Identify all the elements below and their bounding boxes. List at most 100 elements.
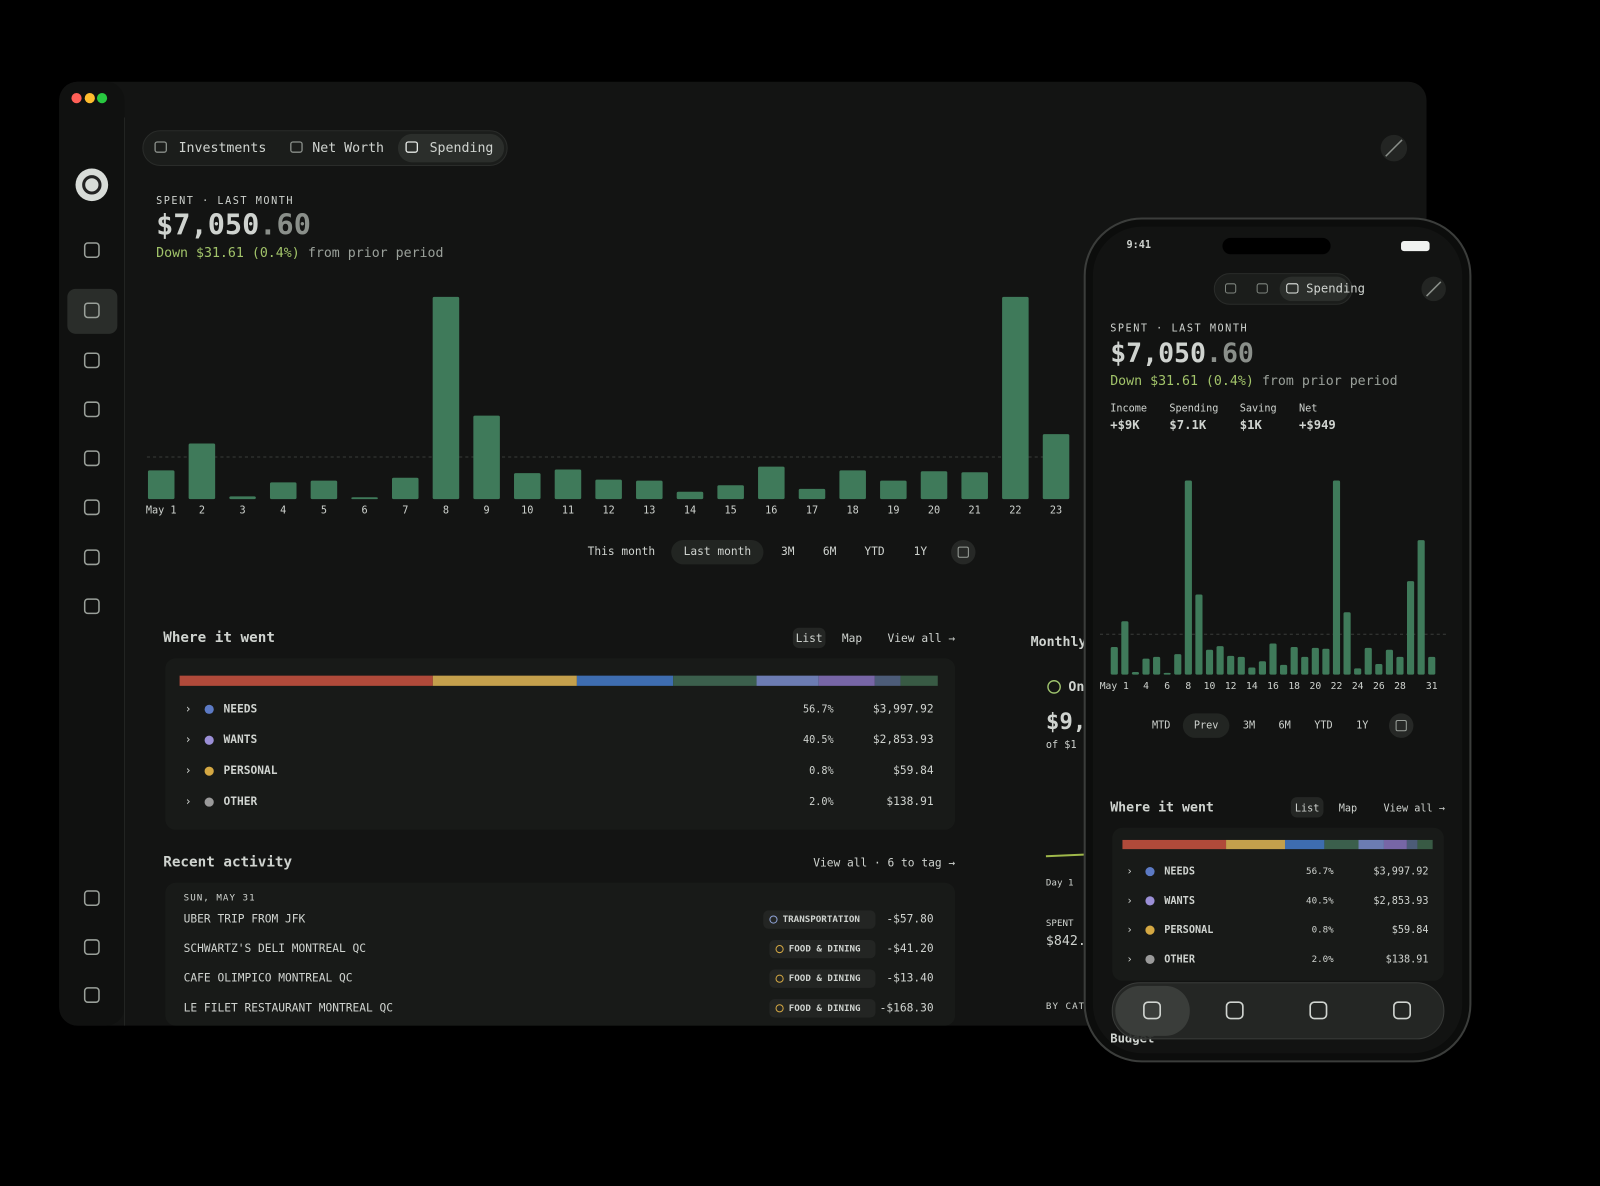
group-name[interactable]: OTHER: [223, 795, 257, 808]
group-dot: [204, 704, 214, 714]
bottom-nav-icon[interactable]: [1393, 1001, 1412, 1020]
view-option[interactable]: Map: [842, 632, 863, 645]
range-option[interactable]: 3M: [781, 545, 795, 558]
tag-pill: [769, 999, 876, 1018]
tab-icon[interactable]: [1225, 283, 1237, 294]
nav-icon[interactable]: [83, 352, 100, 369]
group-name[interactable]: NEEDS: [1164, 867, 1195, 878]
group-name[interactable]: OTHER: [1164, 954, 1196, 965]
bar: [636, 480, 663, 500]
stat-label: Net: [1299, 403, 1317, 414]
bar: [1142, 658, 1150, 675]
window-control[interactable]: [96, 93, 108, 104]
nav-icon[interactable]: [83, 987, 100, 1003]
bottom-nav-icon[interactable]: [1225, 1001, 1244, 1020]
tab[interactable]: Spending: [430, 141, 494, 156]
x-tick-label: 8: [1185, 681, 1191, 692]
card: [165, 658, 956, 830]
range-option[interactable]: YTD: [1314, 721, 1332, 732]
merchant[interactable]: CAFE OLIMPICO MONTREAL QC: [184, 972, 353, 985]
bar: [1216, 646, 1224, 675]
bottom-nav-icon[interactable]: [1143, 1001, 1162, 1020]
bar: [188, 443, 216, 500]
group-name[interactable]: WANTS: [223, 733, 257, 746]
nav-icon[interactable]: [83, 598, 100, 615]
nav-icon[interactable]: [83, 302, 100, 319]
bar: [1131, 671, 1140, 675]
bar: [1248, 667, 1256, 675]
merchant[interactable]: LE FILET RESTAURANT MONTREAL QC: [184, 1001, 393, 1014]
view-option[interactable]: List: [1295, 803, 1320, 814]
battery: [1401, 240, 1430, 252]
transaction-amount: -$13.40: [886, 972, 934, 985]
view-option[interactable]: Map: [1339, 803, 1357, 814]
bar: [1301, 656, 1309, 675]
tab[interactable]: Net Worth: [312, 141, 384, 156]
group-amount: $59.84: [1392, 925, 1429, 936]
group-amount: $3,997.92: [1373, 867, 1428, 878]
section-title: Where it went: [1110, 799, 1214, 815]
nav-icon[interactable]: [83, 549, 100, 566]
tab-icon[interactable]: [1256, 283, 1268, 294]
change-value: Down $31.61 (0.4%): [156, 246, 300, 261]
chevron: ›: [1127, 867, 1133, 878]
bar: [676, 491, 704, 500]
nav-icon[interactable]: [83, 890, 100, 907]
tab[interactable]: Investments: [179, 141, 267, 156]
group-name[interactable]: WANTS: [1164, 896, 1195, 907]
range-option[interactable]: This month: [588, 545, 656, 558]
range-option[interactable]: YTD: [864, 545, 885, 558]
range-option[interactable]: Last month: [684, 545, 752, 558]
window-control[interactable]: [84, 93, 95, 104]
calendar-button[interactable]: [1388, 713, 1414, 738]
group-name[interactable]: PERSONAL: [1164, 925, 1213, 936]
nav-icon[interactable]: [83, 242, 100, 259]
view-option[interactable]: List: [796, 632, 823, 645]
bar: [1343, 612, 1351, 675]
bar: [1174, 654, 1182, 675]
calendar-button[interactable]: [951, 539, 976, 565]
nav-icon[interactable]: [83, 499, 100, 516]
calendar-icon: [957, 546, 969, 558]
range-option[interactable]: MTD: [1152, 721, 1170, 732]
bar: [1364, 647, 1372, 675]
breakdown-segment: [1226, 839, 1285, 850]
tab[interactable]: Spending: [1306, 281, 1365, 295]
group-name[interactable]: NEEDS: [223, 702, 257, 715]
bottom-nav-icon[interactable]: [1309, 1001, 1328, 1020]
view-all[interactable]: View all →: [888, 632, 956, 645]
breakdown-segment: [1383, 839, 1407, 850]
nav-icon[interactable]: [83, 450, 100, 467]
bar: [1110, 647, 1118, 675]
range-option[interactable]: 3M: [1243, 721, 1255, 732]
merchant[interactable]: UBER TRIP FROM JFK: [184, 913, 306, 926]
recent-link[interactable]: View all · 6 to tag →: [813, 856, 955, 869]
nav-icon[interactable]: [83, 401, 100, 418]
nav-icon[interactable]: [83, 939, 100, 955]
x-tick-label: 19: [887, 505, 899, 516]
range-option[interactable]: 6M: [1279, 721, 1291, 732]
view-all[interactable]: View all →: [1384, 803, 1445, 814]
window-control[interactable]: [71, 93, 82, 104]
view-selected: [792, 627, 826, 649]
x-tick-label: 31: [1426, 681, 1438, 692]
merchant[interactable]: SCHWARTZ'S DELI MONTREAL QC: [184, 942, 366, 955]
range-option[interactable]: 6M: [823, 545, 837, 558]
privacy-icon: [1385, 139, 1403, 157]
x-tick-label: 3: [240, 505, 246, 516]
breakdown-segment: [576, 675, 674, 686]
x-tick-label: 16: [765, 505, 777, 516]
axis-start: Day 1: [1046, 877, 1074, 888]
change-note: from prior period: [1262, 374, 1398, 389]
group-dot: [1145, 954, 1155, 965]
range-option[interactable]: 1Y: [1356, 721, 1368, 732]
breakdown-segment: [756, 675, 819, 686]
range-option[interactable]: 1Y: [914, 545, 928, 558]
group-name[interactable]: PERSONAL: [223, 764, 277, 777]
change-value: Down $31.61 (0.4%): [1110, 374, 1254, 389]
tag: FOOD & DINING: [789, 973, 861, 984]
x-tick-label: 28: [1394, 681, 1406, 692]
range-option[interactable]: Prev: [1194, 721, 1219, 732]
bar: [880, 480, 907, 500]
breakdown-segment: [900, 675, 938, 686]
